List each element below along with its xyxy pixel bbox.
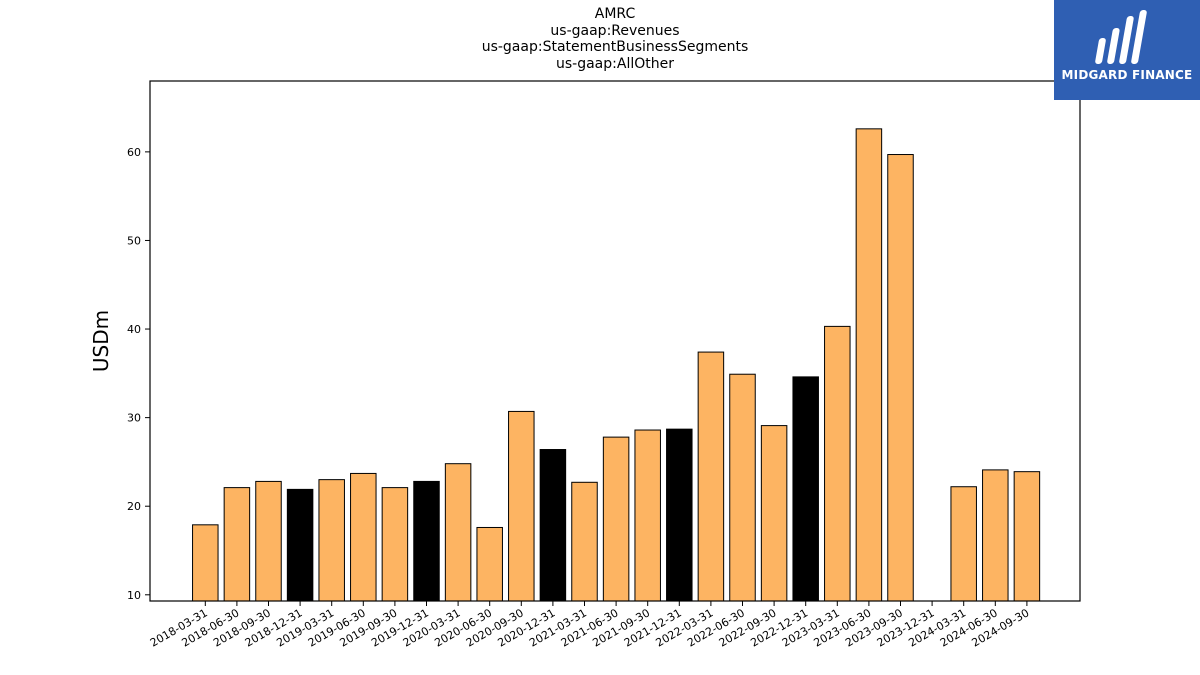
bar-2024-03-31 [950, 486, 977, 602]
midgard-finance-logo: MIDGARD FINANCE [1054, 0, 1200, 100]
bar-2023-09-30 [887, 154, 914, 602]
bar-2019-12-31 [413, 480, 440, 602]
bar-2020-12-31 [539, 449, 567, 602]
y-tick-label-60: 60 [127, 146, 141, 159]
bar-2020-09-30 [508, 410, 535, 602]
bar-2022-06-30 [729, 373, 756, 602]
bar-2024-09-30 [1013, 471, 1041, 602]
bar-2021-09-30 [634, 429, 661, 602]
bar-2018-06-30 [223, 487, 251, 602]
bar-2023-03-31 [824, 325, 851, 602]
y-tick-label-10: 10 [127, 589, 141, 602]
bar-2024-06-30 [982, 469, 1009, 602]
bar-2018-09-30 [255, 480, 282, 602]
bar-2020-03-31 [444, 463, 472, 602]
bar-2022-09-30 [760, 425, 788, 602]
bar-2020-06-30 [476, 526, 503, 602]
bar-2018-03-31 [192, 524, 219, 602]
bar-2019-03-31 [318, 479, 345, 602]
bar-2022-12-31 [792, 376, 819, 602]
midgard-logo-icon [1095, 10, 1147, 64]
logo-text: MIDGARD FINANCE [1061, 68, 1193, 82]
y-axis-label: USDm [89, 310, 113, 372]
y-tick-label-40: 40 [127, 323, 141, 336]
bar-2019-09-30 [381, 487, 409, 602]
bar-2018-12-31 [286, 488, 314, 602]
chart-title-line-3: us-gaap:StatementBusinessSegments [481, 39, 749, 55]
chart-title-line-4: us-gaap:AllOther [556, 56, 674, 72]
plot-frame [149, 80, 1081, 602]
y-tick-label-20: 20 [127, 500, 141, 513]
bar-2021-12-31 [666, 428, 693, 602]
bar-2023-06-30 [855, 128, 883, 602]
y-tick-label-30: 30 [127, 412, 141, 425]
y-tick-label-50: 50 [127, 234, 141, 247]
bar-2021-03-31 [571, 481, 598, 602]
chart-title-line-1: AMRC [594, 6, 636, 22]
bar-2022-03-31 [697, 351, 725, 602]
bar-2019-06-30 [350, 472, 377, 602]
chart-title-line-2: us-gaap:Revenues [550, 23, 680, 39]
bar-2021-06-30 [602, 436, 630, 602]
